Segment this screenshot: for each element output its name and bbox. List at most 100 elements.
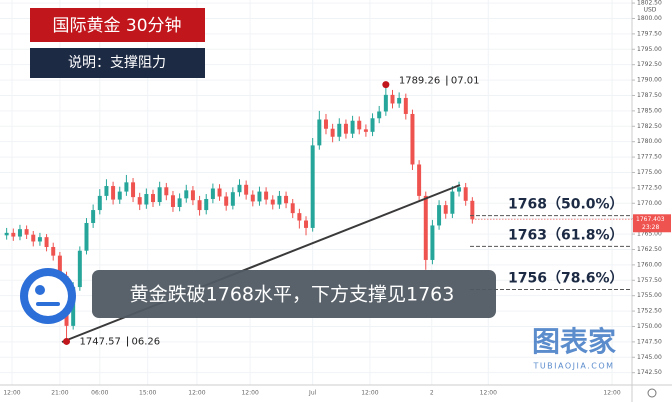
y-tick-label: 1787.50 — [637, 92, 662, 99]
candle-body — [170, 195, 175, 207]
watermark-name: 图表家 — [532, 325, 616, 358]
candle-body — [37, 237, 42, 242]
candle-body — [250, 194, 255, 202]
candle-body — [57, 255, 62, 276]
y-tick-label: 1745.00 — [637, 354, 662, 361]
currency: USD — [644, 7, 657, 14]
candle-body — [410, 113, 415, 165]
x-tick-label: 21:00 — [51, 390, 68, 397]
level-label: 1756（78.6%） — [508, 271, 624, 287]
y-tick-label: 1777.50 — [637, 154, 662, 161]
candle-body — [44, 237, 49, 248]
candle-body — [31, 234, 36, 242]
candle-body — [277, 195, 282, 205]
y-tick-label: 1742.50 — [637, 369, 662, 376]
y-tick-label: 1757.50 — [637, 277, 662, 284]
y-tick-label: 1782.50 — [637, 123, 662, 130]
candle-body — [124, 182, 129, 192]
candle-body — [244, 184, 249, 195]
candle-body — [430, 225, 435, 260]
y-tick-label: 1792.50 — [637, 61, 662, 68]
candle-body — [137, 197, 142, 205]
candle-body — [297, 213, 302, 221]
candle-body — [284, 195, 289, 204]
candle-body — [370, 118, 375, 132]
annotation-date: 07.01 — [451, 76, 480, 87]
x-tick-label: 06:00 — [91, 390, 108, 397]
subtitle-box — [30, 48, 205, 78]
y-tick-label: 1785.00 — [637, 107, 662, 114]
annotation-price: 1789.26 — [399, 76, 440, 87]
candle-body — [443, 205, 448, 214]
candle-body — [91, 210, 96, 223]
candle-body — [457, 187, 462, 192]
candle-body — [84, 222, 89, 251]
candle-body — [51, 247, 56, 256]
trend-line — [61, 184, 461, 343]
candle-body — [117, 191, 122, 200]
countdown: 23:28 — [642, 224, 659, 231]
headline-box — [92, 270, 496, 318]
candle-body — [131, 182, 136, 198]
candle-body — [423, 195, 428, 260]
last-price-box — [633, 214, 671, 233]
y-tick-label: 1790.00 — [637, 77, 662, 84]
candle-body — [157, 187, 162, 203]
candle-body — [144, 194, 149, 205]
candle-body — [377, 111, 382, 119]
headline: 黄金跌破1768水平，下方支撑见1763 — [130, 284, 455, 306]
candle-body — [190, 190, 195, 201]
candle-body — [463, 187, 468, 201]
candle-body — [104, 186, 109, 196]
candle-body — [270, 199, 275, 205]
y-tick-label: 1795.00 — [637, 46, 662, 53]
candle-body — [304, 220, 309, 228]
robot-icon — [20, 268, 76, 324]
level-label: 1763（61.8%） — [508, 227, 624, 243]
candle-body — [184, 190, 189, 199]
y-tick-label: 1762.50 — [637, 246, 662, 253]
candle-body — [151, 194, 156, 203]
x-tick-label: Jul — [308, 390, 317, 397]
y-tick-label: 1752.50 — [637, 308, 662, 315]
candle-body — [310, 145, 315, 228]
annotation-dot — [63, 337, 71, 345]
candle-body — [350, 120, 355, 134]
candle-body — [217, 188, 222, 197]
annotation-date: 06.26 — [132, 336, 161, 347]
x-tick-label: 12:00 — [603, 390, 620, 397]
subtitle: 说明：支撑阻力 — [68, 55, 166, 71]
x-tick-label: 12:00 — [241, 390, 258, 397]
y-tick-label: 1772.50 — [637, 184, 662, 191]
candle-body — [450, 191, 455, 214]
settings-icon[interactable] — [647, 388, 657, 398]
y-tick-label: 1765.00 — [637, 231, 662, 238]
candle-body — [417, 164, 422, 196]
overlay: 1789.26 07.01 1747.57 06.26 1768（50.0%） 1763（… — [63, 75, 632, 347]
annotation-price: 1747.57 — [80, 336, 121, 347]
y-tick-label: 1802.50 — [637, 0, 662, 7]
candle-body — [177, 198, 182, 207]
candle-body — [264, 191, 269, 200]
x-tick-label: 15:00 — [139, 390, 156, 397]
y-tick-label: 1780.00 — [637, 138, 662, 145]
candle-body — [343, 123, 348, 134]
candle-body — [403, 97, 408, 114]
y-tick-label: 1797.50 — [637, 30, 662, 37]
x-tick-label: 12:00 — [188, 390, 205, 397]
candle-body — [97, 195, 102, 211]
candle-body — [224, 196, 229, 206]
y-tick-label: 1747.50 — [637, 338, 662, 345]
candle-body — [257, 191, 262, 202]
candle-body — [204, 198, 209, 211]
watermark-site: TUBIAOJIA.COM — [532, 362, 614, 371]
candle-body — [330, 128, 335, 137]
candle-body — [164, 187, 169, 196]
y-tick-label: 1760.00 — [637, 261, 662, 268]
candle-body — [390, 94, 395, 104]
level-label: 1768（50.0%） — [508, 197, 624, 213]
candle-body — [337, 123, 342, 137]
candle-body — [197, 200, 202, 211]
y-tick-label: 1750.00 — [637, 323, 662, 330]
y-tick-label: 1770.00 — [637, 200, 662, 207]
